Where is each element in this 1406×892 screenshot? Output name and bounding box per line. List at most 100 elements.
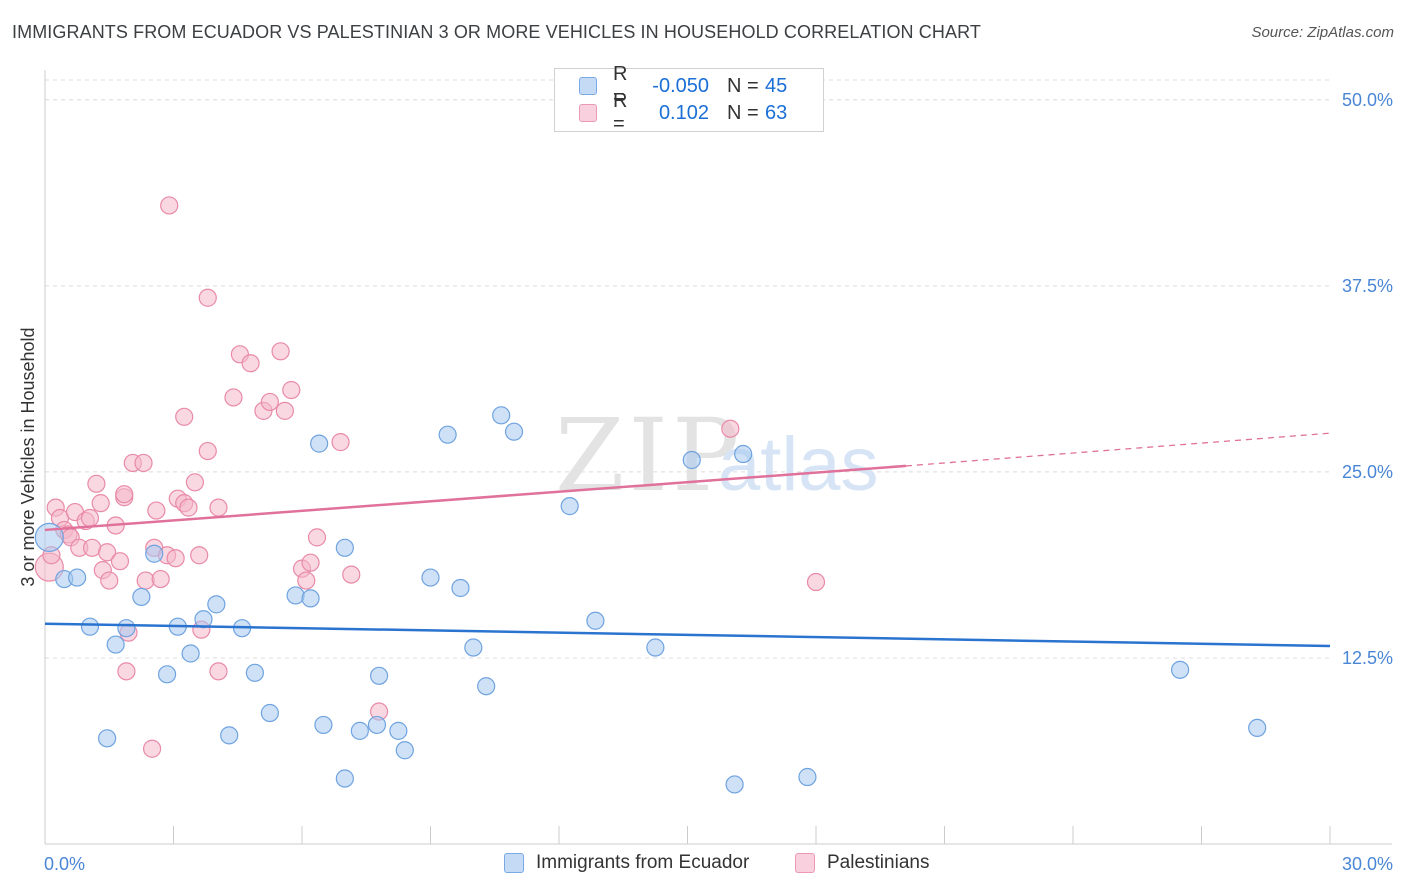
point-ecuador-33[interactable] — [477, 677, 496, 696]
point-ecuador-19[interactable] — [301, 589, 320, 608]
point-ecuador-5[interactable] — [106, 635, 125, 654]
chart-title: IMMIGRANTS FROM ECUADOR VS PALESTINIAN 3… — [12, 22, 981, 42]
point-palestinian-16[interactable] — [100, 571, 119, 590]
point-ecuador-25[interactable] — [367, 715, 387, 735]
point-ecuador-8[interactable] — [145, 544, 164, 563]
point-ecuador-22[interactable] — [335, 769, 354, 788]
point-ecuador-30[interactable] — [438, 425, 457, 444]
point-palestinian-38[interactable] — [190, 546, 209, 565]
point-ecuador-24[interactable] — [350, 721, 369, 740]
watermark-atlas: atlas — [718, 422, 879, 507]
point-palestinian-53[interactable] — [297, 571, 316, 590]
point-ecuador-42[interactable] — [798, 767, 817, 787]
point-palestinian-35[interactable] — [175, 407, 194, 426]
point-ecuador-6[interactable] — [117, 619, 136, 638]
point-palestinian-11[interactable] — [83, 538, 102, 557]
point-ecuador-13[interactable] — [207, 595, 226, 614]
point-palestinian-20[interactable] — [115, 485, 134, 504]
y-tick-label-1: 25.0% — [1342, 462, 1393, 482]
legend-swatch-palestinians — [795, 853, 815, 873]
point-ecuador-43[interactable] — [1170, 660, 1190, 679]
point-palestinian-36[interactable] — [179, 498, 198, 517]
point-palestinian-60[interactable] — [806, 572, 826, 592]
point-ecuador-44[interactable] — [1248, 718, 1267, 738]
point-palestinian-54[interactable] — [301, 553, 320, 572]
point-palestinian-28[interactable] — [147, 501, 166, 520]
point-ecuador-31[interactable] — [451, 578, 470, 598]
correlation-legend: R = -0.050 N = 45 R = 0.102 N = 63 — [554, 63, 824, 135]
point-ecuador-3[interactable] — [80, 617, 100, 636]
point-ecuador-32[interactable] — [464, 638, 483, 657]
point-ecuador-27[interactable] — [389, 721, 408, 740]
point-ecuador-39[interactable] — [682, 450, 701, 470]
point-ecuador-34[interactable] — [492, 406, 511, 425]
point-palestinian-15[interactable] — [98, 543, 117, 562]
point-palestinian-40[interactable] — [198, 441, 217, 461]
point-palestinian-42[interactable] — [209, 498, 228, 517]
point-palestinian-29[interactable] — [151, 569, 170, 589]
point-ecuador-35[interactable] — [504, 422, 524, 441]
point-palestinian-51[interactable] — [282, 380, 301, 400]
point-ecuador-37[interactable] — [586, 611, 605, 630]
legend-item-palestinians[interactable]: Palestinians — [795, 852, 929, 874]
series-immigrants-from-ecuador — [34, 406, 1267, 794]
point-ecuador-4[interactable] — [98, 729, 117, 748]
point-palestinian-26[interactable] — [142, 739, 162, 758]
point-ecuador-17[interactable] — [260, 703, 279, 723]
watermark-zip: ZIP — [555, 397, 743, 514]
point-palestinian-25[interactable] — [136, 571, 155, 590]
legend-label-ecuador: Immigrants from Ecuador — [536, 852, 750, 873]
point-ecuador-16[interactable] — [245, 663, 264, 682]
x-tick-label-start: 0.0% — [44, 854, 85, 874]
point-ecuador-12[interactable] — [194, 610, 213, 629]
point-palestinian-41[interactable] — [198, 288, 217, 307]
point-ecuador-38[interactable] — [646, 638, 665, 657]
point-palestinian-21[interactable] — [117, 662, 136, 681]
point-palestinian-49[interactable] — [271, 342, 290, 361]
point-ecuador-26[interactable] — [370, 666, 389, 685]
point-palestinian-46[interactable] — [241, 354, 260, 373]
legend-swatch-ecuador — [504, 853, 524, 873]
point-palestinian-12[interactable] — [87, 474, 106, 493]
point-palestinian-18[interactable] — [110, 552, 130, 571]
point-ecuador-20[interactable] — [314, 715, 333, 735]
legend-label-palestinians: Palestinians — [827, 852, 930, 873]
point-ecuador-11[interactable] — [181, 644, 200, 663]
trend-line-ecuador — [44, 622, 1331, 648]
point-palestinian-59[interactable] — [721, 419, 740, 438]
legend-n-value: 63 — [765, 101, 788, 124]
legend-n-label: N = — [727, 101, 759, 124]
legend-row-ecuador: R = -0.050 N = 45 — [579, 63, 787, 108]
point-palestinian-24[interactable] — [134, 453, 153, 473]
point-palestinian-31[interactable] — [160, 196, 179, 215]
point-ecuador-28[interactable] — [395, 741, 414, 760]
point-ecuador-0[interactable] — [34, 522, 64, 552]
y-axis-title: 3 or more Vehicles in Household — [18, 327, 38, 586]
point-ecuador-40[interactable] — [725, 775, 744, 794]
point-palestinian-57[interactable] — [342, 565, 361, 584]
point-palestinian-10[interactable] — [80, 508, 100, 528]
point-palestinian-37[interactable] — [185, 473, 205, 492]
point-ecuador-23[interactable] — [335, 538, 354, 557]
point-ecuador-21[interactable] — [310, 434, 329, 453]
point-palestinian-43[interactable] — [209, 662, 228, 681]
point-palestinian-48[interactable] — [260, 392, 279, 412]
point-ecuador-2[interactable] — [68, 568, 87, 587]
point-ecuador-36[interactable] — [560, 497, 579, 516]
point-palestinian-50[interactable] — [275, 401, 294, 420]
legend-item-ecuador[interactable]: Immigrants from Ecuador — [504, 852, 749, 874]
legend-r-value: 0.102 — [658, 101, 709, 124]
point-ecuador-7[interactable] — [132, 587, 151, 607]
point-ecuador-9[interactable] — [157, 665, 177, 684]
point-palestinian-55[interactable] — [307, 528, 327, 547]
point-palestinian-13[interactable] — [91, 494, 110, 513]
point-ecuador-18[interactable] — [286, 586, 305, 605]
point-ecuador-29[interactable] — [421, 568, 440, 587]
point-palestinian-56[interactable] — [331, 433, 350, 452]
point-palestinian-44[interactable] — [224, 388, 243, 407]
x-tick-label-end: 30.0% — [1342, 854, 1393, 874]
point-ecuador-41[interactable] — [734, 444, 753, 464]
point-ecuador-14[interactable] — [220, 726, 239, 745]
point-palestinian-32[interactable] — [166, 549, 185, 568]
y-tick-label-3: 50.0% — [1342, 90, 1393, 110]
